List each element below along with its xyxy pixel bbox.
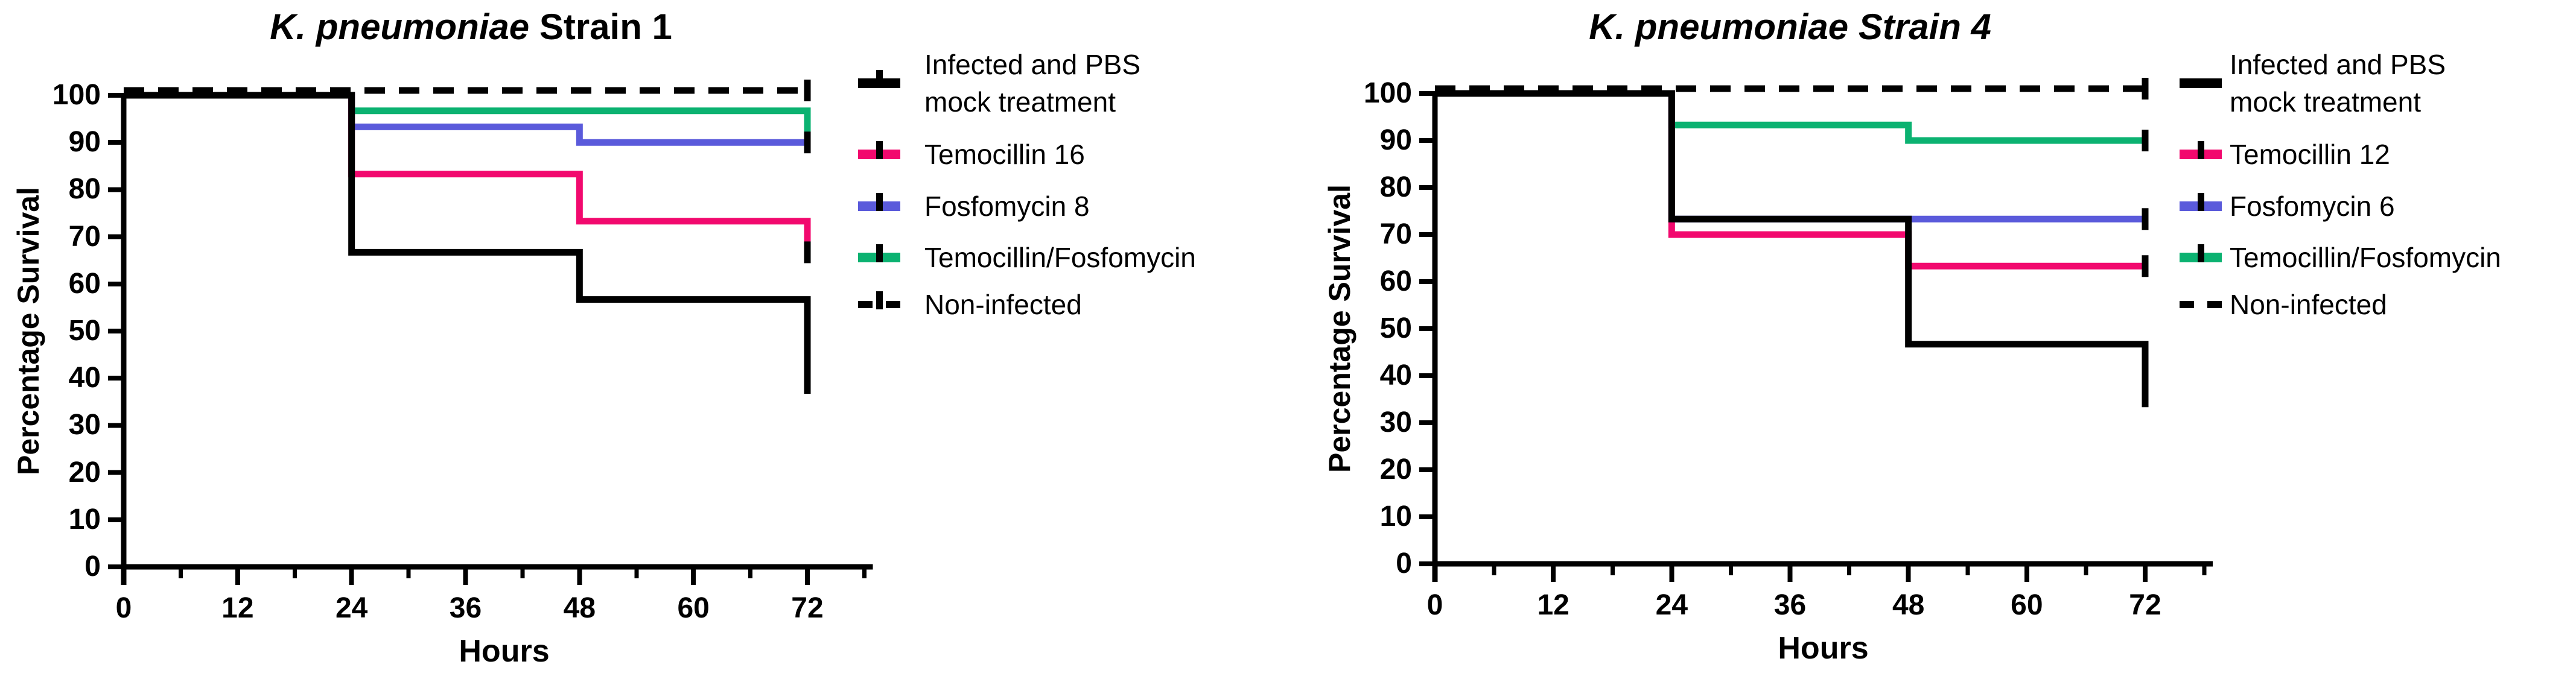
x-tick-label: 12 bbox=[221, 592, 254, 624]
x-tick-label: 36 bbox=[449, 592, 482, 624]
y-tick-label: 90 bbox=[68, 126, 101, 159]
legend-label: Fosfomycin 6 bbox=[2230, 188, 2395, 225]
chart-title-strain: Strain 1 bbox=[529, 7, 672, 47]
chart-title-species: K. pneumoniae bbox=[270, 7, 530, 47]
series-line-infected-and-pbs-mock-treatment bbox=[1435, 90, 2149, 408]
legend-label-line: Non-infected bbox=[2230, 289, 2387, 320]
y-tick-label: 100 bbox=[52, 79, 101, 111]
legend-censor-tick bbox=[876, 193, 883, 211]
x-tick-label: 60 bbox=[677, 592, 710, 624]
censor-tick-non-infected bbox=[804, 80, 811, 101]
y-tick-label: 70 bbox=[68, 220, 101, 253]
y-tick-label: 30 bbox=[1379, 406, 1412, 438]
censor-tick-temocillin-16 bbox=[804, 241, 811, 264]
series-line-infected-and-pbs-mock-treatment bbox=[124, 92, 811, 394]
legend-marker-dash bbox=[886, 301, 900, 308]
y-tick-label: 50 bbox=[68, 315, 101, 347]
legend-censor-tick bbox=[876, 70, 883, 88]
legend-label-line: mock treatment bbox=[924, 86, 1116, 118]
legend-label-line: Temocillin/Fosfomycin bbox=[924, 242, 1196, 273]
legend-label: Temocillin 12 bbox=[2230, 136, 2390, 173]
chart-title-strain: Strain 4 bbox=[1848, 7, 1991, 47]
legend-label: Temocillin/Fosfomycin bbox=[924, 239, 1196, 276]
legend-label: Non-infected bbox=[2230, 286, 2387, 323]
x-tick-label: 0 bbox=[115, 592, 132, 624]
legend: Infected and PBS mock treatment Temocillin… bbox=[858, 46, 1196, 323]
legend-label-line: Fosfomycin 8 bbox=[924, 191, 1090, 222]
legend-censor-tick bbox=[876, 291, 883, 309]
legend-label-line: Infected and PBS bbox=[924, 49, 1141, 80]
y-tick-label: 30 bbox=[68, 409, 101, 441]
y-tick-label: 20 bbox=[68, 456, 101, 488]
y-tick-label: 0 bbox=[1396, 548, 1412, 580]
legend-label-line: Infected and PBS bbox=[2230, 49, 2446, 80]
legend-censor-tick bbox=[876, 244, 883, 262]
y-tick-label: 10 bbox=[68, 503, 101, 535]
censor-tick-temocillin-12 bbox=[2142, 255, 2149, 277]
plot-area bbox=[1419, 78, 2213, 582]
y-tick-label: 100 bbox=[1363, 77, 1412, 109]
legend-label-line: Temocillin/Fosfomycin bbox=[2230, 242, 2501, 273]
x-tick-label: 48 bbox=[563, 592, 596, 624]
y-tick-label: 70 bbox=[1379, 218, 1412, 250]
x-tick-label: 48 bbox=[1892, 589, 1925, 621]
y-tick-label: 80 bbox=[68, 173, 101, 206]
y-tick-label: 50 bbox=[1379, 312, 1412, 344]
legend-label: Temocillin/Fosfomycin bbox=[2230, 239, 2501, 276]
censor-tick-fosfomycin-6 bbox=[2142, 208, 2149, 230]
chart-title: K. pneumoniae Strain 4 bbox=[1368, 5, 2213, 49]
legend-marker-dash bbox=[2180, 301, 2194, 308]
legend-label-line: Fosfomycin 6 bbox=[2230, 191, 2395, 222]
chart-title-species: K. pneumoniae bbox=[1589, 7, 1849, 47]
legend-marker-dash bbox=[858, 301, 873, 308]
x-tick-label: 36 bbox=[1773, 589, 1807, 621]
y-tick-label: 60 bbox=[68, 267, 101, 300]
legend-label: Temocillin 16 bbox=[924, 136, 1085, 173]
axes bbox=[108, 93, 873, 585]
y-tick-label: 0 bbox=[84, 551, 101, 583]
legend-censor-tick bbox=[876, 141, 883, 159]
chart-title: K. pneumoniae Strain 1 bbox=[49, 5, 894, 49]
legend-marker-dash bbox=[2207, 301, 2222, 308]
axes bbox=[1419, 91, 2213, 582]
legend-label-line: mock treatment bbox=[2230, 86, 2421, 118]
legend-censor-tick bbox=[2198, 141, 2204, 159]
legend-label: Non-infected bbox=[924, 286, 1082, 323]
y-tick-label: 40 bbox=[1379, 359, 1412, 391]
survival-chart-strain-1: K. pneumoniae Strain 1 Percentage Surviv… bbox=[11, 5, 1196, 669]
y-tick-label: 40 bbox=[68, 362, 101, 394]
legend-censor-tick bbox=[2198, 244, 2204, 262]
legend-label: Fosfomycin 8 bbox=[924, 188, 1090, 225]
y-tick-label: 10 bbox=[1379, 501, 1412, 532]
plot-area bbox=[108, 80, 873, 585]
y-tick-label: 80 bbox=[1379, 171, 1412, 203]
censor-tick-temocillin-fosfomycin bbox=[2142, 130, 2149, 151]
x-tick-label: 72 bbox=[791, 592, 824, 624]
legend-label: Infected and PBS mock treatment bbox=[924, 46, 1140, 121]
legend-marker-line bbox=[2180, 78, 2222, 88]
survival-chart-strain-4: K. pneumoniae Strain 4 Percentage Surviv… bbox=[1288, 0, 2576, 676]
y-tick-label: 60 bbox=[1379, 265, 1412, 297]
y-tick-label: 90 bbox=[1379, 124, 1412, 156]
x-tick-label: 72 bbox=[2129, 589, 2161, 621]
legend-label-line: Non-infected bbox=[924, 289, 1082, 320]
legend-label-line: Temocillin 16 bbox=[924, 139, 1085, 170]
y-tick-label: 20 bbox=[1379, 453, 1412, 485]
x-axis-title: Hours bbox=[459, 634, 550, 669]
x-tick-label: 24 bbox=[335, 592, 368, 624]
legend-label-line: Temocillin 12 bbox=[2230, 139, 2390, 170]
x-axis-title: Hours bbox=[1778, 631, 1869, 666]
censor-tick-non-infected bbox=[2142, 78, 2149, 100]
x-tick-label: 0 bbox=[1426, 589, 1443, 621]
legend: Infected and PBS mock treatment Temocillin… bbox=[1288, 0, 2576, 676]
x-tick-label: 12 bbox=[1537, 589, 1569, 621]
x-tick-label: 24 bbox=[1655, 589, 1688, 621]
x-tick-label: 60 bbox=[2011, 589, 2043, 621]
censor-tick-temocillin-fosfomycin bbox=[804, 131, 811, 154]
legend-label: Infected and PBS mock treatment bbox=[2230, 46, 2446, 121]
legend-censor-tick bbox=[2198, 193, 2204, 211]
